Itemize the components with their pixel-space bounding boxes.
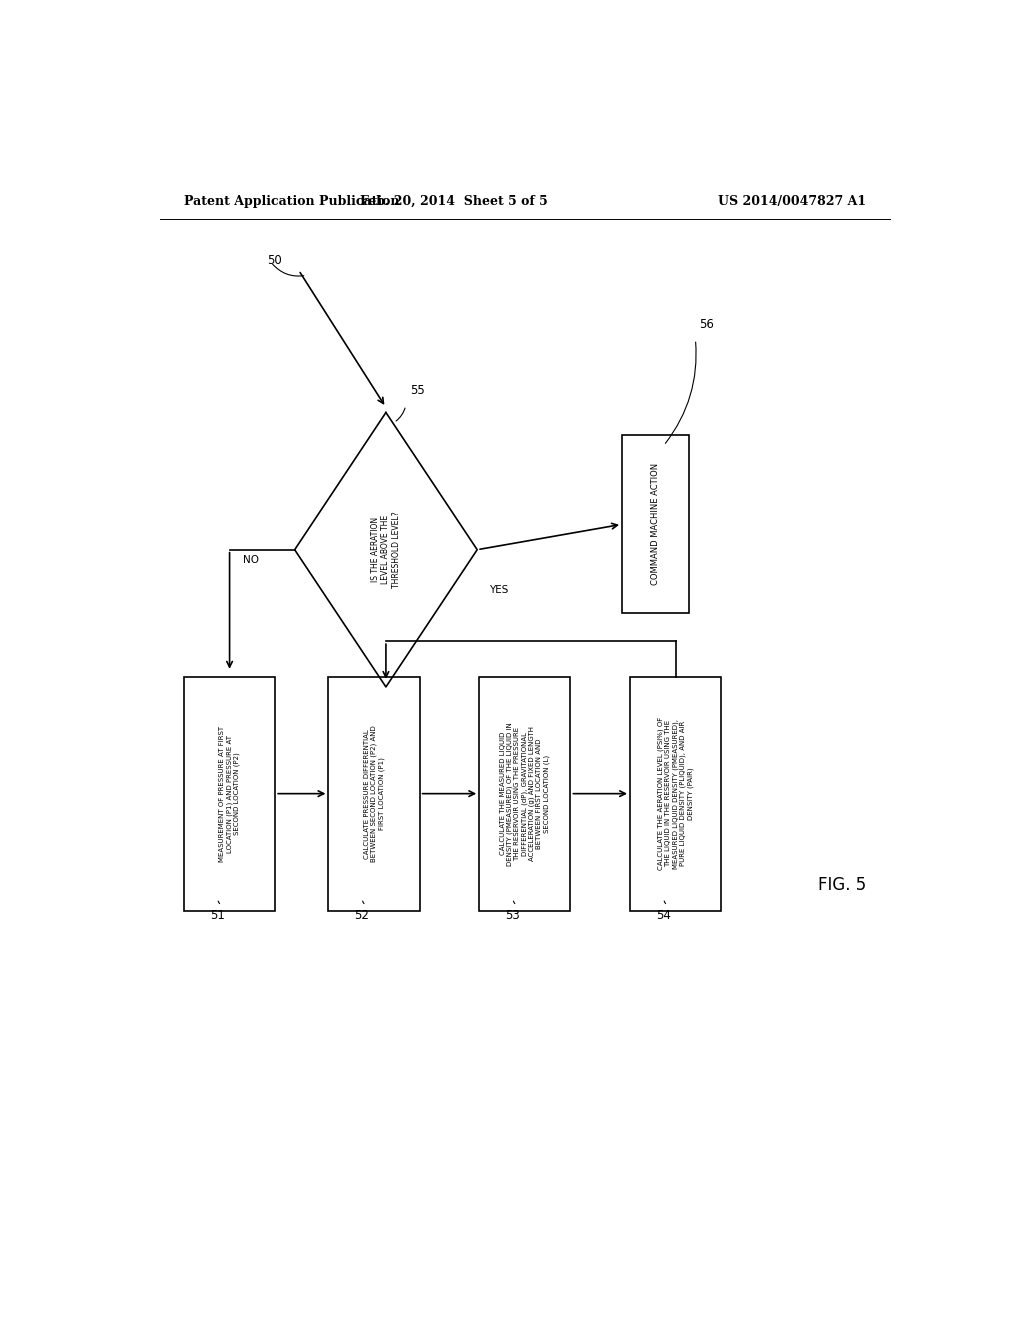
Text: MEASUREMENT OF PRESSURE AT FIRST
LOCATION (P1) AND PRESSURE AT
SECOND LOCATION (: MEASUREMENT OF PRESSURE AT FIRST LOCATIO…	[219, 726, 240, 862]
Text: 52: 52	[354, 908, 369, 921]
Text: CALCULATE THE MEASURED LIQUID
DENSITY (PMEASURED) OF THE LIQUID IN
THE RESERVOIR: CALCULATE THE MEASURED LIQUID DENSITY (P…	[500, 722, 550, 866]
Text: Patent Application Publication: Patent Application Publication	[183, 194, 399, 207]
Text: CALCULATE THE AERATION LEVEL (PSI%) OF
THE LIQUID IN THE RESERVOIR USING THE
MEA: CALCULATE THE AERATION LEVEL (PSI%) OF T…	[657, 717, 693, 870]
Text: 56: 56	[699, 318, 715, 331]
Text: COMMAND MACHINE ACTION: COMMAND MACHINE ACTION	[651, 463, 660, 585]
Bar	[479, 677, 570, 911]
Text: YES: YES	[489, 585, 509, 595]
Text: 50: 50	[267, 253, 282, 267]
Text: IS THE AERATION
LEVEL ABOVE THE
THRESHOLD LEVEL?: IS THE AERATION LEVEL ABOVE THE THRESHOL…	[371, 511, 400, 587]
Text: 54: 54	[655, 908, 671, 921]
Text: FIG. 5: FIG. 5	[818, 876, 866, 894]
Bar	[329, 677, 420, 911]
Bar	[630, 677, 721, 911]
Text: 55: 55	[410, 384, 425, 397]
Text: CALCULATE PRESSURE DIFFERENTIAL
BETWEEN SECOND LOCATION (P2) AND
FIRST LOCATION : CALCULATE PRESSURE DIFFERENTIAL BETWEEN …	[364, 725, 385, 862]
Text: Feb. 20, 2014  Sheet 5 of 5: Feb. 20, 2014 Sheet 5 of 5	[359, 194, 547, 207]
Text: 53: 53	[505, 908, 520, 921]
Text: 51: 51	[210, 908, 224, 921]
Bar	[622, 436, 689, 614]
Bar	[184, 677, 275, 911]
Text: NO: NO	[243, 554, 259, 565]
Text: US 2014/0047827 A1: US 2014/0047827 A1	[718, 194, 866, 207]
